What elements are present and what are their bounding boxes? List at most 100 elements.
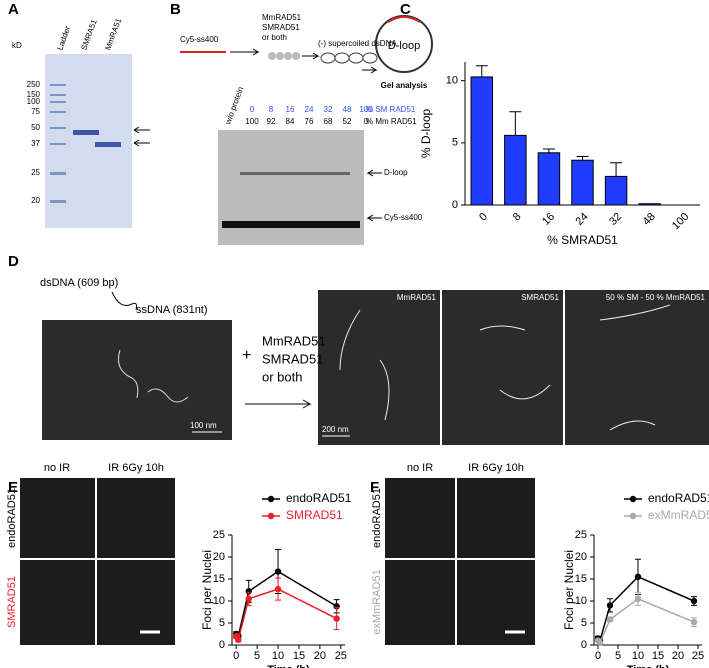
micrograph — [97, 560, 175, 645]
y-tick-label: 15 — [213, 573, 225, 585]
y-tick-label: 10 — [213, 595, 225, 607]
scale-label: 200 nm — [322, 425, 349, 434]
unit: kD — [12, 41, 22, 50]
point — [634, 573, 642, 580]
point — [274, 585, 282, 593]
x-tick-label: 0 — [477, 211, 490, 224]
legend-label: SMRAD51 — [286, 508, 343, 522]
marker-label: 150 — [27, 90, 41, 99]
y-tick-label: 10 — [575, 595, 587, 607]
marker-label: 50 — [31, 123, 40, 132]
bead — [268, 52, 276, 60]
legend-label: endoRAD51 — [286, 491, 352, 505]
x-tick-label: 48 — [641, 211, 658, 228]
marker-label: 25 — [31, 168, 40, 177]
y-tick-label: 10 — [446, 75, 458, 87]
error-bar — [475, 65, 488, 77]
x-label: Time (h) — [627, 664, 670, 668]
band — [95, 142, 121, 147]
point — [606, 616, 614, 623]
image-label: 50 % SM - 50 % MmRAD51 — [606, 293, 706, 302]
coil — [320, 52, 336, 64]
bead — [292, 52, 300, 60]
bar — [470, 76, 494, 206]
coil — [348, 52, 364, 64]
arrows — [133, 126, 150, 147]
band — [240, 172, 350, 175]
row-label: endoRAD51 — [371, 488, 383, 548]
error-bar — [610, 162, 623, 177]
legend-label: endoRAD51 — [648, 491, 709, 505]
band — [222, 221, 360, 228]
lane-label: SMRA51 — [79, 18, 99, 52]
protein: MmRAD51 — [262, 333, 326, 348]
band — [50, 84, 66, 86]
panel-label: E — [8, 479, 18, 496]
error-bar — [509, 111, 522, 136]
x-tick-label: 25 — [692, 650, 704, 662]
legend-label: exMmRAD51 — [648, 508, 709, 522]
y-tick-label: 15 — [575, 573, 587, 585]
control-lane: w/o protein — [223, 86, 245, 127]
legend-marker — [267, 512, 275, 520]
band — [50, 143, 66, 145]
line — [597, 575, 695, 643]
arrow — [230, 48, 260, 56]
band — [50, 172, 66, 175]
point — [606, 602, 614, 609]
percent: 100 — [245, 117, 259, 126]
dna-molecule — [118, 349, 189, 403]
protein: or both — [262, 369, 302, 384]
percent: 32 — [324, 105, 333, 114]
percent: 68 — [324, 117, 333, 126]
em-image — [442, 290, 563, 445]
em-image — [318, 290, 440, 445]
point — [634, 595, 642, 602]
bar — [504, 134, 527, 206]
arrow — [302, 52, 320, 60]
x-tick-label: 10 — [632, 650, 644, 662]
scale-label: 100 nm — [190, 421, 217, 430]
substrate: Cy5-ss400 — [180, 35, 219, 44]
band — [50, 101, 66, 103]
bar — [571, 159, 594, 206]
em-image — [42, 320, 232, 440]
x-tick-label: 0 — [595, 650, 601, 662]
marker-label: 75 — [31, 107, 40, 116]
legend-marker — [629, 512, 637, 520]
column-label: IR 6Gy 10h — [468, 462, 524, 474]
readout: Gel analysis — [381, 81, 428, 90]
error-bar — [576, 156, 589, 161]
band-label: Cy5-ss400 — [384, 213, 423, 222]
x-tick-label: 24 — [574, 211, 591, 228]
point — [245, 588, 252, 595]
lane-label: Ladder — [55, 25, 72, 52]
x-tick-label: 8 — [511, 211, 524, 224]
x-tick-label: 25 — [335, 650, 347, 662]
x-tick-label: 100 — [670, 211, 691, 232]
x-tick-label: 16 — [540, 211, 557, 228]
point — [274, 568, 282, 575]
substrate: ssDNA (831nt) — [136, 304, 208, 316]
band — [50, 200, 66, 203]
percent: 52 — [343, 117, 352, 126]
point — [333, 615, 340, 622]
marker-label: 37 — [31, 139, 40, 148]
row-label: % SM RAD51 — [366, 105, 416, 114]
x-tick-label: 20 — [672, 650, 684, 662]
point — [245, 595, 252, 602]
image-label: SMRAD51 — [521, 293, 559, 302]
coil — [334, 52, 350, 64]
band — [50, 111, 66, 113]
percent: 0 — [250, 105, 255, 114]
row-label: endoRAD51 — [6, 488, 18, 548]
y-label: % D-loop — [419, 109, 433, 159]
percent: 48 — [343, 105, 352, 114]
gel-b-bands — [222, 172, 360, 228]
band — [73, 130, 99, 135]
micrograph — [457, 478, 535, 558]
band — [50, 94, 66, 96]
marker-label: 250 — [27, 80, 41, 89]
row-label: SMRAD51 — [6, 576, 18, 628]
supercoil — [320, 52, 378, 64]
